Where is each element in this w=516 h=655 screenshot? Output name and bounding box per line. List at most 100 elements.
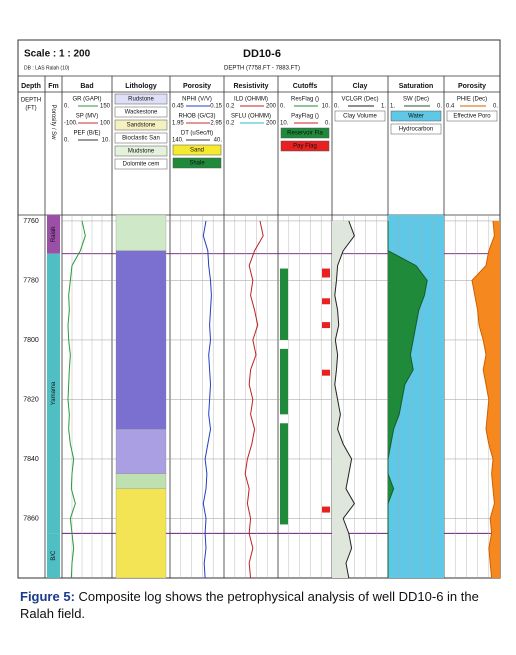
lithology <box>115 488 167 579</box>
depth-tick-label: 7760 <box>23 218 39 225</box>
log-curve <box>334 220 355 579</box>
depth-title: Depth <box>21 83 41 90</box>
formation <box>47 215 60 254</box>
caption: Figure 5: Composite log shows the petrop… <box>20 588 500 622</box>
scale-right: 40. <box>214 138 223 144</box>
flag <box>280 348 288 415</box>
curve-fill <box>472 220 500 579</box>
scale-text: Scale : 1 : 200 <box>24 49 91 60</box>
legend-box <box>172 157 222 169</box>
depth-range: DEPTH (7758.FT - 7883.FT) <box>224 66 300 72</box>
flag <box>280 423 288 525</box>
lithology <box>115 473 167 489</box>
legend-box <box>334 110 386 122</box>
log-curve <box>471 220 495 579</box>
curve-name: VCLGR (Dec) <box>341 97 378 103</box>
depth-label: (FT) <box>25 106 36 112</box>
legend-label: Wackestone <box>125 110 158 116</box>
scale-right: 200 <box>266 121 277 127</box>
scale-left: -100. <box>64 121 78 127</box>
legend-label: Bioclastic San <box>122 136 160 142</box>
flag <box>322 506 330 513</box>
scale-left: 0.45 <box>172 104 184 110</box>
flag <box>322 322 330 329</box>
log-curve <box>387 220 428 578</box>
track-title: Lithology <box>125 83 157 90</box>
track-label: Porosity / Sw <box>50 104 56 140</box>
scale-left: 140. <box>172 138 184 144</box>
formation-name: Yamama <box>51 381 57 405</box>
legend-label: Clay Volume <box>343 114 377 120</box>
legend-label: Dolomite cem <box>123 162 160 168</box>
scale-left: 0. <box>334 104 339 110</box>
legend-label: Reservoir Fla <box>287 131 323 137</box>
well-name: DD10-6 <box>243 48 281 60</box>
track-title: Clay <box>353 83 368 90</box>
lithology <box>115 429 167 475</box>
db-text: DB : LAS Ralah (10) <box>24 65 70 71</box>
scale-right: 0. <box>325 121 330 127</box>
legend-label: Mudstone <box>128 149 155 155</box>
legend-box <box>114 158 168 170</box>
lithology <box>115 214 167 251</box>
legend-box <box>114 145 168 157</box>
formation <box>47 533 60 578</box>
depth-tick-label: 7860 <box>23 515 39 522</box>
legend-box <box>114 119 168 131</box>
caption-text: Composite log shows the petrophysical an… <box>20 589 479 621</box>
scale-right: 100 <box>100 121 111 127</box>
caption-label: Figure 5: <box>20 589 75 604</box>
scale-left: 0.4 <box>446 104 455 110</box>
curve-name: SP (MV) <box>76 114 99 120</box>
legend-box <box>172 144 222 156</box>
legend-label: Pay Flag <box>293 144 317 150</box>
scale-left: 0. <box>64 138 69 144</box>
legend-label: Water <box>408 114 424 120</box>
scale-right: 150 <box>100 104 111 110</box>
scale-right: 1. <box>381 104 386 110</box>
depth-label: DEPTH <box>21 98 41 104</box>
curve-name: SFLU (OHMM) <box>231 114 271 120</box>
curve-name: ResFlag () <box>291 97 319 103</box>
legend-label: Hydrocarbon <box>399 127 433 133</box>
scale-right: -0.15 <box>208 104 222 110</box>
track-title: Porosity <box>183 83 211 90</box>
depth-tick-label: 7820 <box>23 396 39 403</box>
track-title: Porosity <box>458 83 486 90</box>
legend-label: Sand <box>190 148 204 154</box>
legend-box <box>390 110 442 122</box>
scale-right: 2.95 <box>210 121 222 127</box>
legend-box <box>280 140 330 152</box>
flag <box>322 369 330 376</box>
curve-name: PayFlag () <box>291 114 319 120</box>
log-curve <box>67 220 86 579</box>
legend-label: Effective Poro <box>453 114 491 120</box>
legend-label: Shale <box>189 161 205 167</box>
curve-name: NPHI (V/V) <box>182 97 212 103</box>
track-title: Saturation <box>399 83 434 90</box>
scale-right: 10. <box>322 104 331 110</box>
curve-name: RHOB (G/C3) <box>178 114 215 120</box>
scale-left: 0.2 <box>226 104 235 110</box>
curve-name: PHIE (Dec) <box>457 97 487 103</box>
scale-right: 200 <box>266 104 277 110</box>
scale-left: 10. <box>280 121 289 127</box>
scale-right: 0. <box>493 104 498 110</box>
formation-name: Ralah <box>51 226 57 242</box>
track-title: Resistivity <box>233 83 268 90</box>
scale-right: 0. <box>437 104 442 110</box>
depth-tick-label: 7780 <box>23 277 39 284</box>
curve-name: PEF (B/E) <box>73 131 100 137</box>
scale-left: 1.95 <box>172 121 184 127</box>
legend-box <box>446 110 498 122</box>
legend-box <box>114 93 168 105</box>
curve-name: DT (uSec/ft) <box>181 131 213 137</box>
log-figure: Scale : 1 : 200 DB : LAS Ralah (10) DD10… <box>17 39 501 579</box>
curve-fill <box>388 220 428 579</box>
scale-left: 0.2 <box>226 121 235 127</box>
flag <box>322 268 330 278</box>
depth-tick-label: 7840 <box>23 456 39 463</box>
curve-name: SW (Dec) <box>403 97 429 103</box>
scale-right: 10. <box>102 138 111 144</box>
